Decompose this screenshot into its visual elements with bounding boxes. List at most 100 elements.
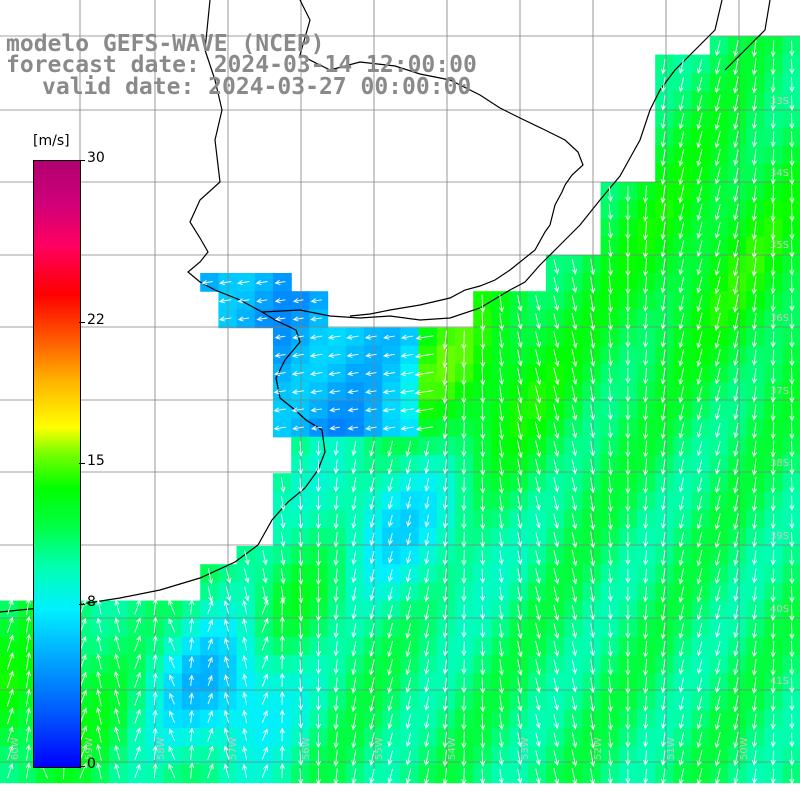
- wind-arrow: [571, 313, 578, 331]
- wind-arrow: [752, 568, 758, 584]
- wind-arrow: [733, 586, 739, 602]
- wind-arrow: [751, 495, 757, 512]
- wind-arrow: [751, 257, 757, 277]
- wind-arrow: [517, 586, 523, 602]
- wind-arrow: [770, 95, 776, 112]
- wind-arrow: [480, 513, 486, 530]
- wind-arrow: [553, 295, 560, 312]
- wind-arrow: [255, 280, 268, 286]
- wind-arrow: [733, 531, 739, 549]
- wind-arrow: [589, 623, 595, 639]
- wind-arrow: [351, 605, 357, 620]
- wind-arrow: [333, 695, 339, 712]
- wind-arrow: [517, 532, 523, 548]
- wind-arrow: [770, 221, 776, 241]
- wind-arrow: [642, 422, 649, 440]
- wind-arrow: [751, 167, 757, 185]
- wind-arrow: [333, 604, 339, 621]
- wind-arrow: [714, 258, 721, 276]
- wind-arrow: [498, 695, 504, 713]
- wind-arrow: [696, 58, 703, 75]
- wind-arrow: [498, 604, 504, 621]
- wind-arrow: [442, 731, 448, 749]
- wind-arrow: [553, 586, 560, 603]
- wind-arrow: [770, 732, 776, 748]
- wind-arrow: [733, 258, 739, 277]
- wind-arrow: [770, 458, 776, 476]
- wind-arrow: [678, 659, 685, 675]
- wind-arrow: [660, 640, 666, 658]
- wind-arrow: [405, 714, 412, 730]
- wind-arrow: [625, 713, 631, 731]
- wind-arrow: [607, 531, 613, 549]
- wind-arrow: [25, 762, 31, 779]
- wind-arrow: [168, 745, 176, 760]
- wind-arrow: [625, 659, 631, 676]
- wind-arrow: [423, 768, 430, 785]
- wind-arrow: [262, 568, 268, 584]
- wind-arrow: [315, 441, 321, 457]
- wind-arrow: [678, 167, 685, 186]
- wind-arrow: [442, 586, 448, 603]
- wind-arrow: [678, 641, 685, 657]
- wind-arrow: [696, 167, 703, 186]
- wind-arrow: [333, 659, 339, 675]
- wind-arrow: [553, 349, 560, 368]
- wind-arrow: [405, 768, 412, 785]
- wind-arrow: [6, 634, 14, 652]
- wind-arrow: [660, 495, 666, 511]
- wind-arrow: [498, 768, 504, 784]
- wind-arrow: [387, 695, 394, 712]
- wind-arrow: [309, 371, 323, 377]
- wind-arrow: [625, 495, 631, 513]
- wind-arrow: [770, 750, 776, 766]
- wind-arrow: [751, 331, 757, 349]
- wind-arrow: [224, 637, 230, 651]
- wind-arrow: [223, 763, 230, 779]
- wind-arrow: [678, 295, 685, 312]
- wind-arrow: [642, 695, 649, 712]
- wind-arrow: [333, 641, 339, 657]
- wind-arrow: [751, 677, 757, 695]
- wind-arrow: [714, 185, 721, 203]
- wind-arrow: [678, 732, 685, 748]
- wind-arrow: [678, 221, 685, 240]
- wind-arrow: [169, 710, 175, 723]
- wind-arrow: [733, 713, 739, 731]
- wind-arrow: [589, 586, 595, 603]
- wind-arrow: [315, 549, 321, 567]
- wind-arrow: [696, 258, 703, 276]
- wind-arrow: [498, 532, 504, 548]
- wind-arrow: [643, 713, 649, 730]
- wind-arrow: [553, 604, 560, 622]
- wind-arrow: [751, 113, 757, 130]
- wind-arrow: [678, 513, 685, 530]
- wind-arrow: [406, 532, 412, 546]
- wind-arrow: [152, 709, 158, 724]
- wind-arrow: [442, 623, 448, 639]
- wind-arrow: [461, 604, 467, 621]
- wind-arrow: [517, 732, 523, 748]
- wind-arrow: [242, 636, 248, 651]
- wind-arrow: [571, 604, 578, 621]
- wind-arrow: [498, 495, 504, 512]
- wind-arrow: [770, 313, 776, 330]
- wind-arrow: [553, 277, 560, 293]
- wind-arrow: [714, 94, 721, 112]
- wind-arrow: [298, 585, 304, 604]
- wind-arrow: [660, 58, 666, 75]
- wind-arrow: [424, 550, 430, 565]
- wind-arrow: [298, 514, 304, 529]
- wind-arrow: [298, 440, 304, 457]
- wind-arrow: [310, 389, 323, 395]
- wind-arrow: [789, 40, 795, 57]
- wind-arrow: [517, 750, 523, 766]
- wind-arrow: [751, 221, 757, 241]
- wind-arrow: [382, 389, 396, 395]
- wind-arrow: [643, 768, 649, 784]
- wind-arrow: [351, 495, 357, 511]
- wind-arrow: [480, 294, 486, 314]
- wind-arrow: [660, 95, 666, 111]
- wind-arrow: [242, 617, 248, 633]
- wind-arrow: [96, 743, 102, 761]
